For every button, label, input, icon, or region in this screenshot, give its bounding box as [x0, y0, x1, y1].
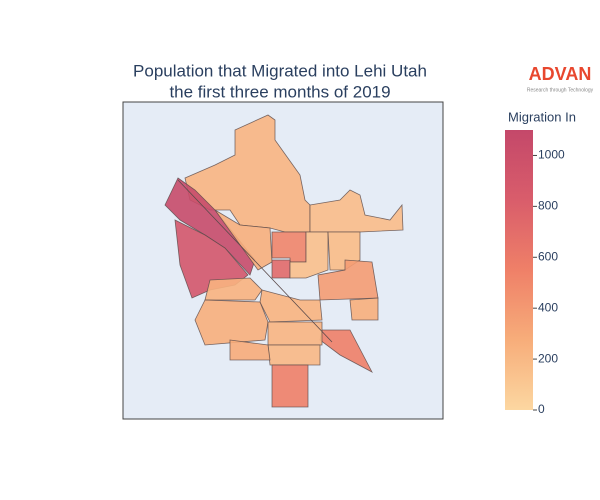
region	[271, 231, 307, 263]
logo: ADVAN	[529, 64, 592, 84]
region	[349, 297, 379, 321]
colorbar-tick-label: 1000	[538, 148, 565, 162]
region	[164, 177, 256, 276]
regions	[164, 114, 404, 408]
chart-subtitle: the first three months of 2019	[169, 82, 390, 101]
chart-title: Population that Migrated into Lehi Utah	[133, 61, 427, 80]
region	[184, 114, 311, 233]
colorbar-tick-label: 400	[538, 300, 558, 314]
colorbar	[505, 130, 533, 410]
colorbar-title: Migration In	[508, 109, 576, 124]
colorbar-tick-label: 0	[538, 402, 545, 416]
colorbar-tick-label: 200	[538, 351, 558, 365]
colorbar-tick-label: 600	[538, 249, 558, 263]
region	[271, 364, 309, 408]
colorbar-tick-label: 800	[538, 199, 558, 213]
region	[271, 259, 291, 279]
region	[267, 321, 323, 346]
region	[204, 277, 263, 301]
logo-tagline: Research through Technology	[527, 87, 594, 93]
region	[267, 344, 321, 366]
region	[229, 339, 271, 361]
road	[177, 179, 333, 343]
region	[214, 209, 273, 271]
region	[194, 299, 269, 346]
